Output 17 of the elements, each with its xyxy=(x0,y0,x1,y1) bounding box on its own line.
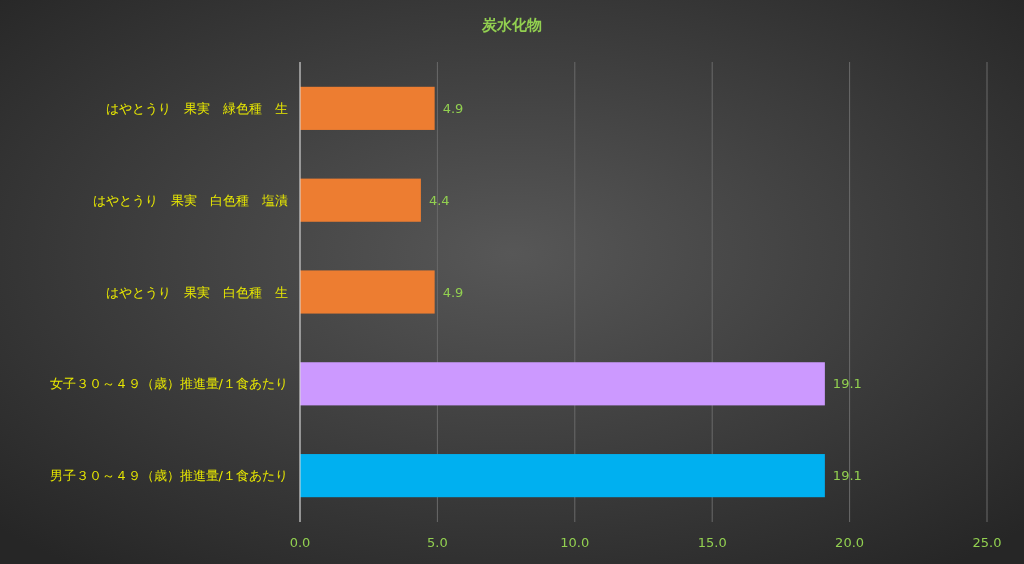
y-tick-label: はやとうり 果実 白色種 塩漬 xyxy=(93,192,288,208)
data-label: 19.1 xyxy=(832,468,862,484)
y-tick-label: はやとうり 果実 緑色種 生 xyxy=(106,100,288,116)
x-tick-label: 25.0 xyxy=(972,535,1002,550)
x-tick-label: 15.0 xyxy=(697,535,727,550)
y-tick-label: はやとうり 果実 白色種 生 xyxy=(106,284,288,300)
y-tick-label: 女子３０～４９（歳）推進量/１食あたり xyxy=(49,376,288,392)
data-label: 19.1 xyxy=(832,376,862,392)
x-tick-label: 0.0 xyxy=(289,535,311,550)
x-tick-label: 10.0 xyxy=(560,535,590,550)
data-label: 4.9 xyxy=(442,100,464,116)
x-tick-label: 20.0 xyxy=(835,535,865,550)
x-tick-label: 5.0 xyxy=(427,535,448,550)
y-tick-label: 男子３０～４９（歳）推進量/１食あたり xyxy=(49,468,288,484)
data-label: 4.4 xyxy=(428,192,450,208)
chart-title: 炭水化物 xyxy=(481,16,542,34)
data-label: 4.9 xyxy=(442,284,464,300)
